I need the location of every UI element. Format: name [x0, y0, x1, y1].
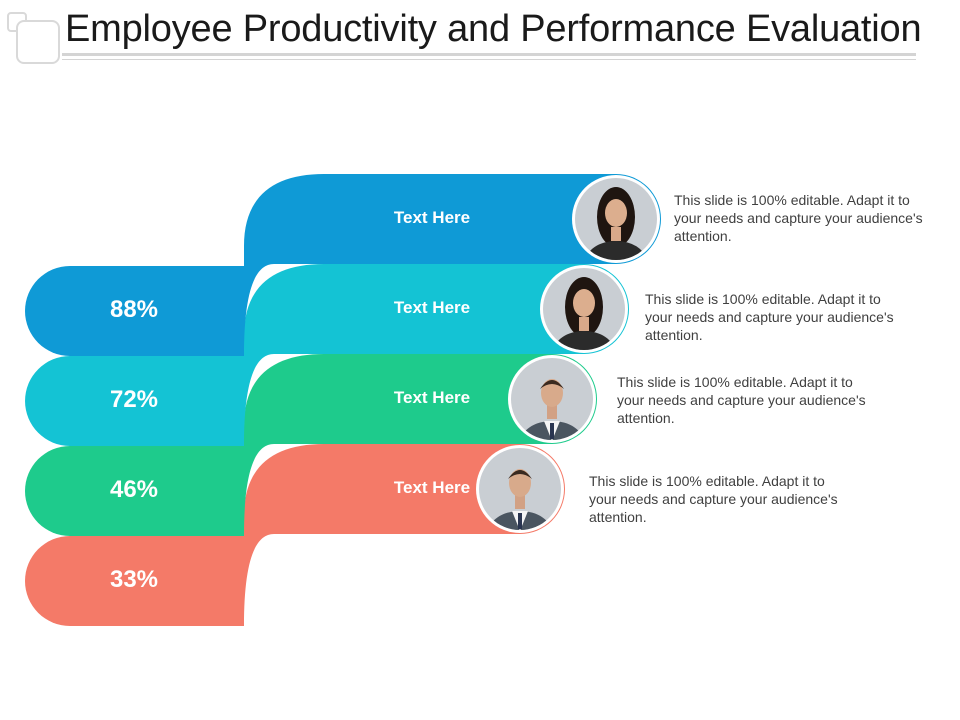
man-portrait-icon [508, 355, 596, 443]
bar-label: Text Here [393, 478, 471, 497]
title-underline-thin [62, 59, 916, 60]
step-band [244, 174, 661, 356]
bar-label: Text Here [393, 208, 471, 227]
percent-pill [25, 446, 244, 536]
page-title: Employee Productivity and Performance Ev… [65, 8, 922, 50]
description-text: This slide is 100% editable. Adapt it to… [645, 291, 894, 343]
bar-label: Text Here [393, 388, 471, 407]
man-portrait-icon [476, 445, 564, 533]
percent-label: 46% [109, 476, 159, 503]
percent-label: 72% [109, 386, 159, 413]
description-text: This slide is 100% editable. Adapt it to… [589, 473, 838, 525]
step-band [244, 264, 629, 446]
percent-pill [25, 356, 244, 446]
percent-pill [25, 266, 244, 356]
woman-portrait-icon [572, 175, 660, 263]
description-text: This slide is 100% editable. Adapt it to… [617, 374, 866, 426]
decorative-square-large [16, 20, 60, 64]
woman-portrait-icon [540, 265, 628, 353]
percent-pill [25, 536, 244, 626]
title-underline [62, 53, 916, 56]
bar-label: Text Here [393, 298, 471, 317]
percent-label: 88% [109, 296, 159, 323]
description-text: This slide is 100% editable. Adapt it to… [674, 192, 923, 244]
percent-label: 33% [109, 566, 159, 593]
